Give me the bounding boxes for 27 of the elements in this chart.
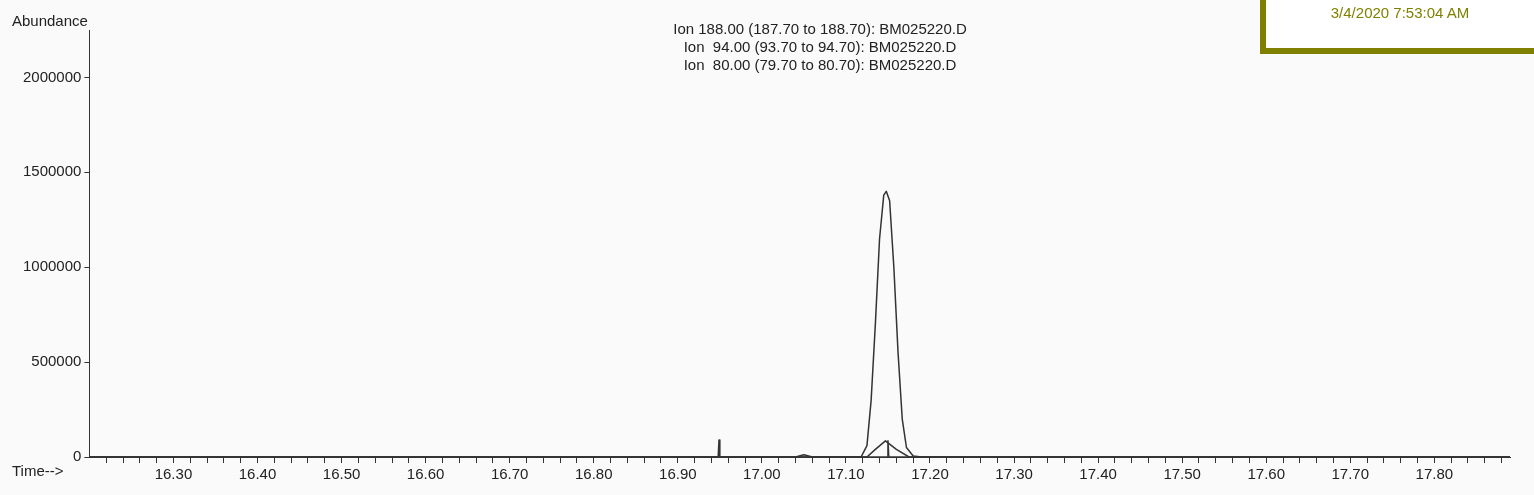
x-tick-label: 17.40	[1079, 465, 1117, 483]
x-tick-label: 17.80	[1415, 465, 1454, 483]
x-tick-label: 16.50	[322, 465, 361, 483]
y-tick-label: 500000	[31, 352, 82, 370]
annotation: Ion 188.00 (187.70 to 188.70): BM025220.D	[672, 20, 968, 38]
y-tick-label: 2000000	[22, 67, 82, 85]
x-tick-label: 16.80	[574, 465, 613, 483]
timestamp-frame: 3/4/2020 7:53:04 AM	[1260, 0, 1534, 54]
annotation: Ion 94.00 (93.70 to 94.70): BM025220.D	[682, 38, 958, 56]
y-tick-label: 1500000	[22, 162, 82, 180]
y-tick-label: 0	[73, 447, 82, 465]
x-tick-label: 16.70	[490, 465, 529, 483]
annotation: Ion 80.00 (79.70 to 80.70): BM025220.D	[682, 56, 958, 74]
x-tick-label: 17.50	[1163, 465, 1201, 483]
y-axis-title: Abundance	[12, 12, 88, 29]
x-axis-title: Time-->	[12, 462, 64, 479]
x-tick-label: 16.90	[659, 465, 697, 483]
x-tick-label: 17.70	[1331, 465, 1370, 483]
y-tick-label: 1000000	[22, 257, 82, 275]
x-tick-label: 17.00	[743, 465, 781, 483]
x-tick-label: 17.30	[995, 465, 1033, 483]
x-tick-label: 16.30	[154, 465, 193, 483]
x-tick-label: 17.60	[1247, 465, 1285, 483]
x-tick-label: 17.10	[827, 465, 865, 483]
x-tick-label: 16.60	[406, 465, 445, 483]
x-tick-label: 17.20	[911, 465, 949, 483]
x-tick-label: 16.40	[238, 465, 277, 483]
